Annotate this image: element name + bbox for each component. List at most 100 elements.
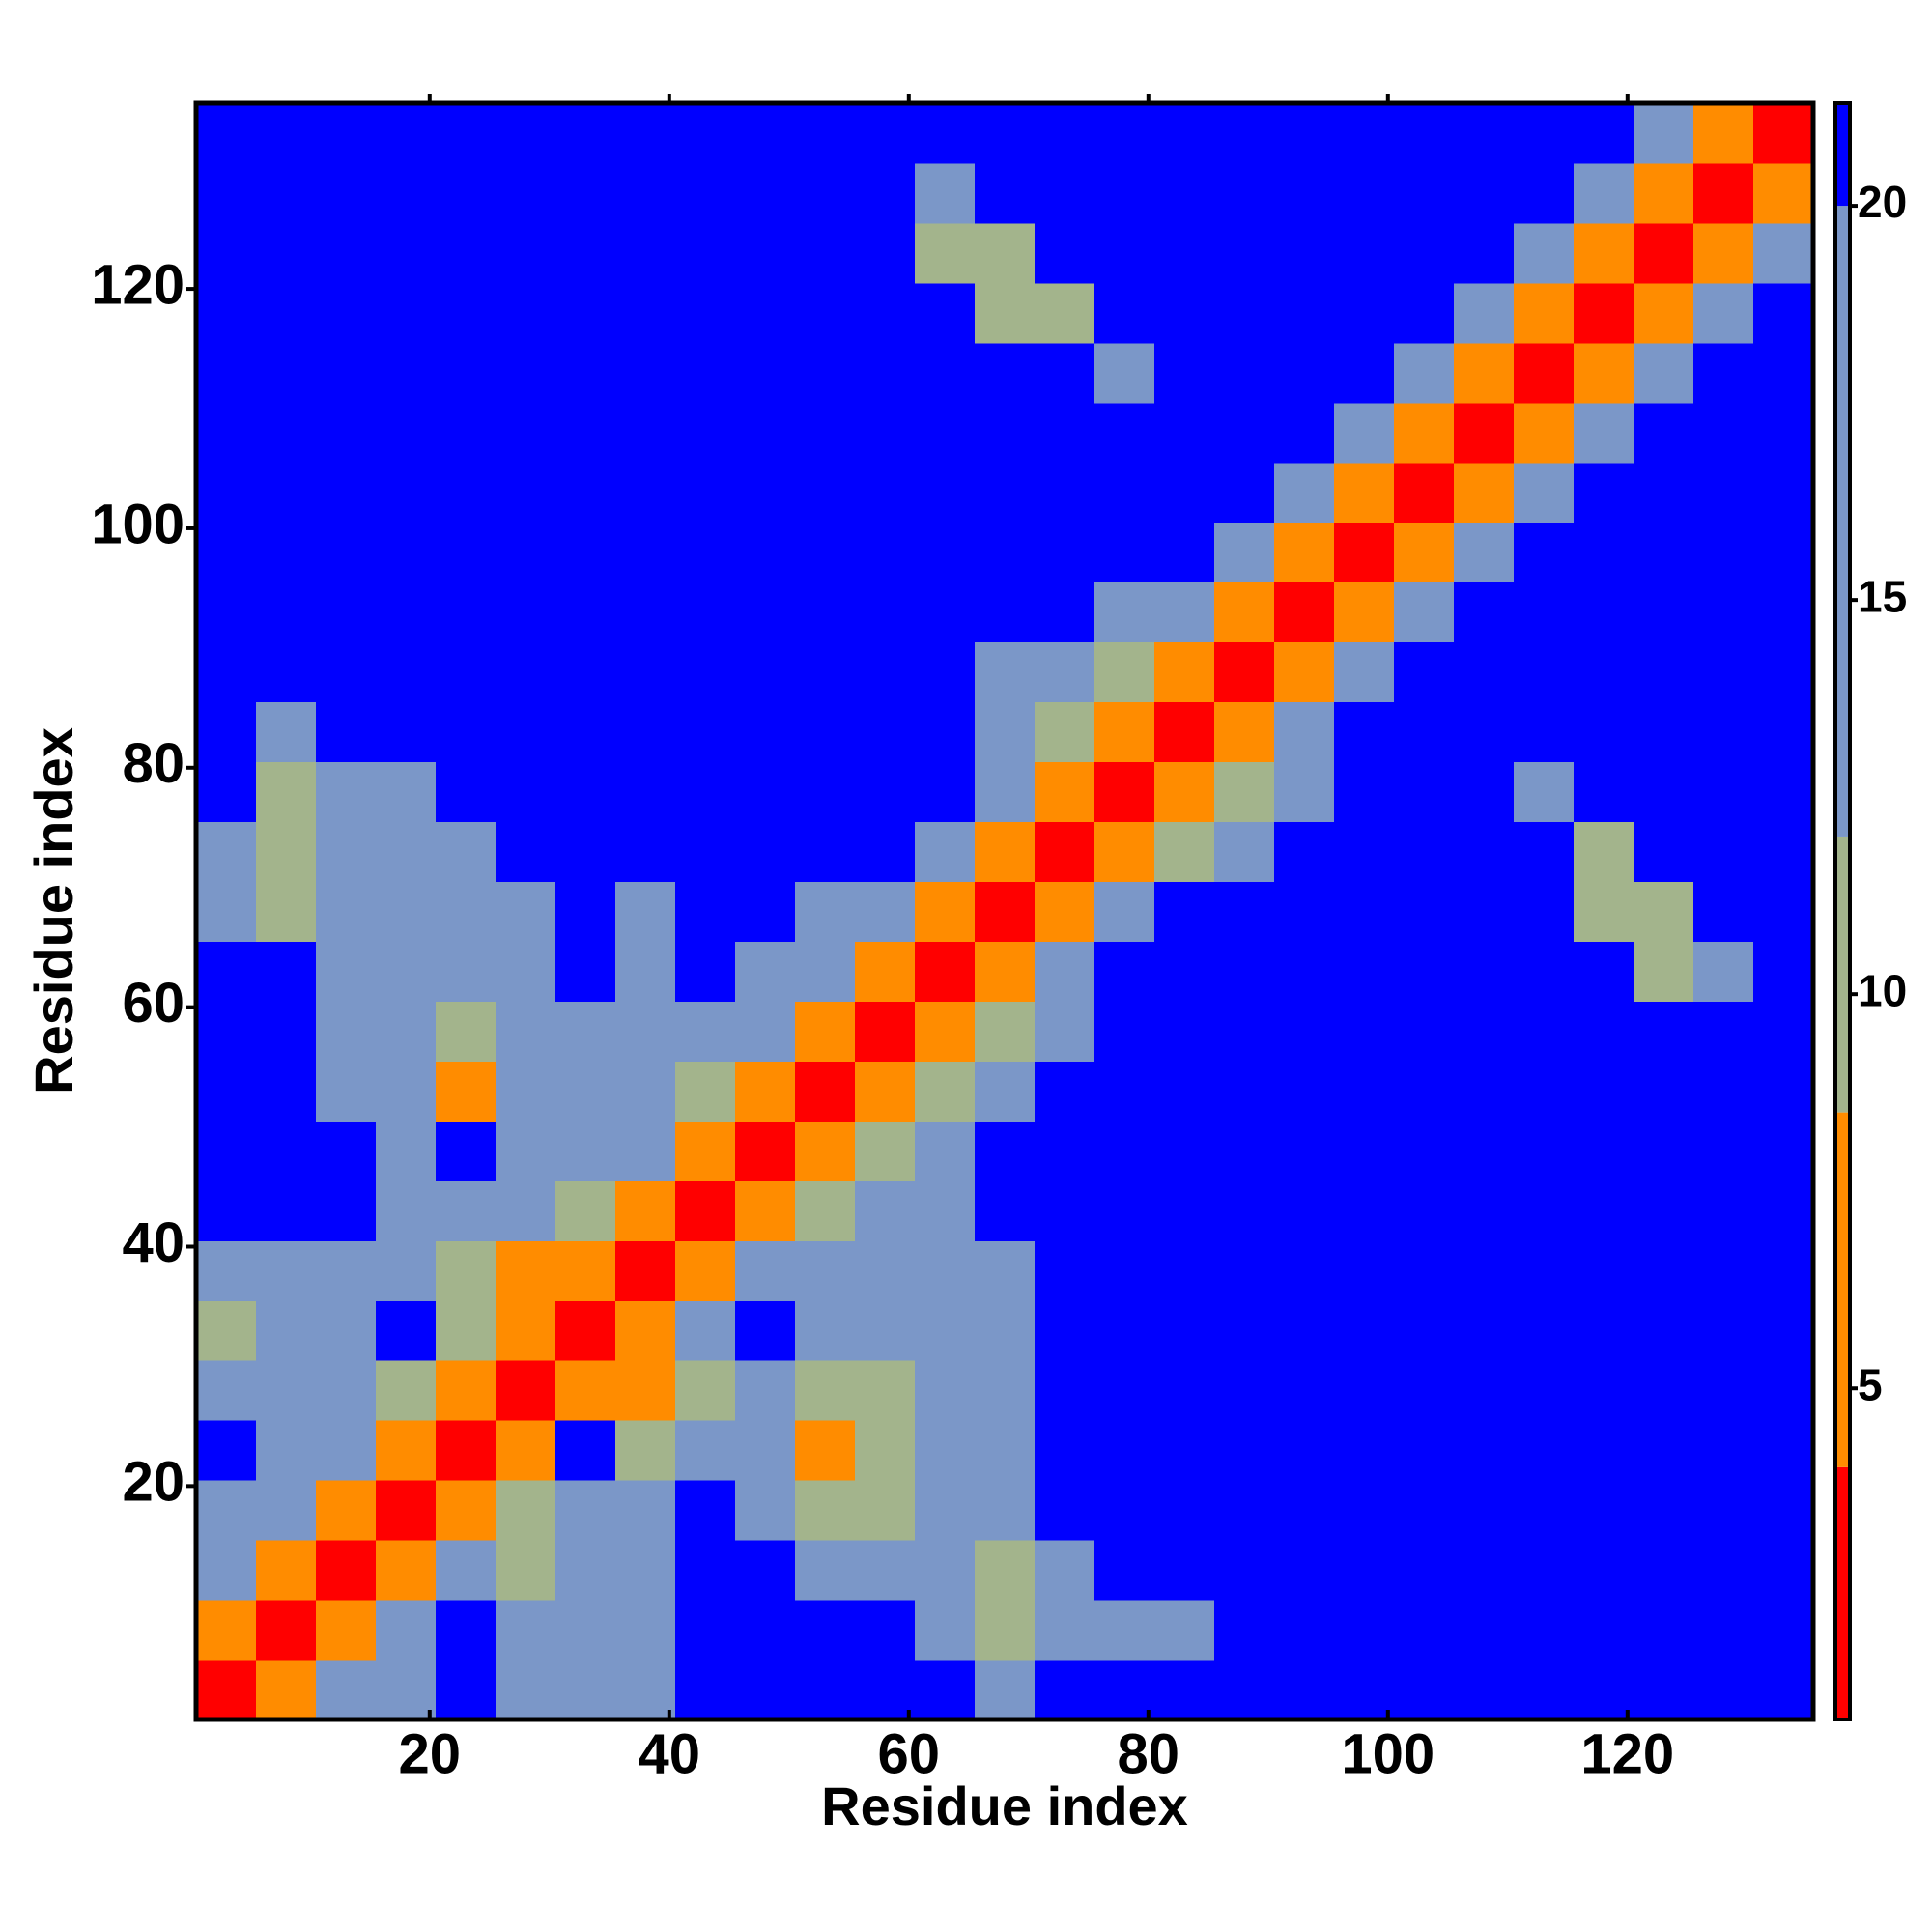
heatmap-cell	[1274, 821, 1335, 883]
heatmap-cell	[196, 1480, 257, 1541]
heatmap-cell	[1574, 1600, 1634, 1661]
heatmap-cell	[795, 701, 856, 763]
heatmap-cell	[1334, 462, 1395, 524]
heatmap-cell	[975, 1660, 1036, 1720]
heatmap-cell	[1094, 1061, 1155, 1122]
heatmap-cell	[316, 462, 377, 524]
y-axis-title: Residue index	[23, 727, 84, 1094]
heatmap-cell	[1574, 342, 1634, 404]
heatmap-cell	[855, 582, 916, 643]
heatmap-cell	[1274, 222, 1335, 284]
heatmap-cell	[1693, 1360, 1754, 1421]
heatmap-cell	[735, 582, 796, 643]
heatmap-cell	[555, 1001, 616, 1062]
heatmap-cell	[1094, 1540, 1155, 1601]
heatmap-cell	[436, 162, 497, 224]
heatmap-cell	[615, 402, 676, 464]
heatmap-cell	[615, 522, 676, 583]
heatmap-cell	[1035, 641, 1095, 703]
heatmap-cell	[376, 342, 437, 404]
heatmap-cell	[1574, 282, 1634, 344]
heatmap-cell	[1454, 821, 1515, 883]
heatmap-cell	[1574, 1660, 1634, 1720]
heatmap-cell	[915, 1001, 976, 1062]
heatmap-cell	[915, 1360, 976, 1421]
heatmap-cell	[1214, 941, 1275, 1002]
heatmap-cell	[615, 1480, 676, 1541]
heatmap-cell	[316, 1420, 377, 1481]
heatmap-cell	[735, 881, 796, 942]
heatmap-cell	[675, 641, 736, 703]
heatmap-cell	[1394, 1660, 1455, 1720]
heatmap-cell	[735, 1180, 796, 1241]
heatmap-cell	[1454, 342, 1515, 404]
heatmap-cell	[1574, 582, 1634, 643]
heatmap-cell	[496, 881, 556, 942]
y-tick-label: 40	[122, 1211, 185, 1274]
heatmap-cell	[855, 162, 916, 224]
heatmap-cell	[1094, 1660, 1155, 1720]
heatmap-cell	[915, 162, 976, 224]
heatmap-cell	[316, 1300, 377, 1361]
heatmap-cell	[256, 462, 317, 524]
heatmap-cell	[735, 103, 796, 164]
heatmap-cell	[1094, 1360, 1155, 1421]
heatmap-cell	[675, 761, 736, 823]
heatmap-cell	[1334, 1061, 1395, 1122]
heatmap-cell	[1454, 701, 1515, 763]
heatmap-cell	[1274, 402, 1335, 464]
heatmap-cell	[855, 821, 916, 883]
heatmap-cell	[256, 162, 317, 224]
heatmap-cell	[1454, 1480, 1515, 1541]
heatmap-cell	[376, 402, 437, 464]
heatmap-cell	[1094, 103, 1155, 164]
heatmap-cell	[975, 1121, 1036, 1181]
heatmap-cell	[615, 1240, 676, 1301]
heatmap-cell	[975, 1480, 1036, 1541]
heatmap-cell	[1094, 1420, 1155, 1481]
heatmap-cell	[1154, 103, 1215, 164]
heatmap-cell	[1574, 1061, 1634, 1122]
heatmap-cell	[1693, 881, 1754, 942]
heatmap-cell	[735, 1061, 796, 1122]
y-tick-label: 120	[91, 253, 185, 316]
heatmap-cell	[1094, 1121, 1155, 1181]
heatmap-cell	[735, 1360, 796, 1421]
heatmap-cell	[1035, 821, 1095, 883]
heatmap-cell	[196, 881, 257, 942]
heatmap-cell	[316, 821, 377, 883]
heatmap-cell	[915, 1660, 976, 1720]
heatmap-cell	[1154, 462, 1215, 524]
heatmap-cell	[1035, 582, 1095, 643]
heatmap-cell	[975, 222, 1036, 284]
heatmap-cell	[436, 1300, 497, 1361]
heatmap-cell	[1334, 1180, 1395, 1241]
heatmap-cell	[555, 1121, 616, 1181]
heatmap-cell	[1394, 881, 1455, 942]
heatmap-cell	[1753, 1061, 1814, 1122]
heatmap-cell	[436, 641, 497, 703]
heatmap-cell	[1154, 821, 1215, 883]
heatmap-cell	[1753, 462, 1814, 524]
heatmap-cell	[1693, 462, 1754, 524]
heatmap-cell	[1753, 1001, 1814, 1062]
heatmap-cell	[795, 1480, 856, 1541]
heatmap-cell	[1154, 941, 1215, 1002]
heatmap-cell	[1454, 1121, 1515, 1181]
heatmap-cell	[1334, 402, 1395, 464]
heatmap-cell	[1753, 641, 1814, 703]
heatmap-cell	[1454, 222, 1515, 284]
colorbar-tick-label: 15	[1858, 571, 1907, 621]
heatmap-cell	[1514, 1600, 1575, 1661]
heatmap-cell	[1394, 1240, 1455, 1301]
heatmap-cell	[1214, 1180, 1275, 1241]
heatmap-cell	[1035, 1600, 1095, 1661]
heatmap-cell	[915, 761, 976, 823]
heatmap-cell	[1514, 1660, 1575, 1720]
heatmap-cell	[1274, 1420, 1335, 1481]
heatmap-cell	[1334, 1240, 1395, 1301]
heatmap-cell	[1514, 1360, 1575, 1421]
heatmap-cell	[1634, 701, 1694, 763]
heatmap-cell	[615, 103, 676, 164]
heatmap-cell	[1334, 1660, 1395, 1720]
